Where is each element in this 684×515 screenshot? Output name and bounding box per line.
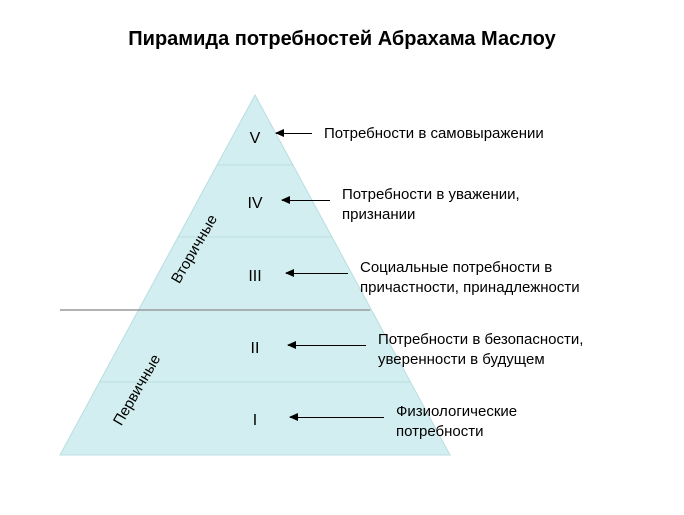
arrow-head-icon xyxy=(287,341,296,349)
arrow-line xyxy=(286,273,348,274)
arrow-line xyxy=(288,345,366,346)
arrow-head-icon xyxy=(285,269,294,277)
arrow-line xyxy=(290,417,384,418)
arrow-head-icon xyxy=(289,413,298,421)
level-numeral: I xyxy=(253,412,257,430)
level-numeral: III xyxy=(248,268,261,286)
level-numeral: V xyxy=(250,130,261,148)
level-description: Физиологическиепотребности xyxy=(396,402,517,443)
pyramid-shape xyxy=(0,0,684,515)
level-description: Потребности в самовыражении xyxy=(324,124,544,144)
level-numeral: II xyxy=(251,340,260,358)
level-description: Потребности в безопасности,уверенности в… xyxy=(378,330,583,371)
level-description: Социальные потребности впричастности, пр… xyxy=(360,258,580,299)
diagram-stage: Пирамида потребностей Абрахама Маслоу VП… xyxy=(0,0,684,515)
level-numeral: IV xyxy=(247,195,262,213)
arrow-head-icon xyxy=(275,129,284,137)
level-description: Потребности в уважении,признании xyxy=(342,185,520,226)
arrow-head-icon xyxy=(281,196,290,204)
